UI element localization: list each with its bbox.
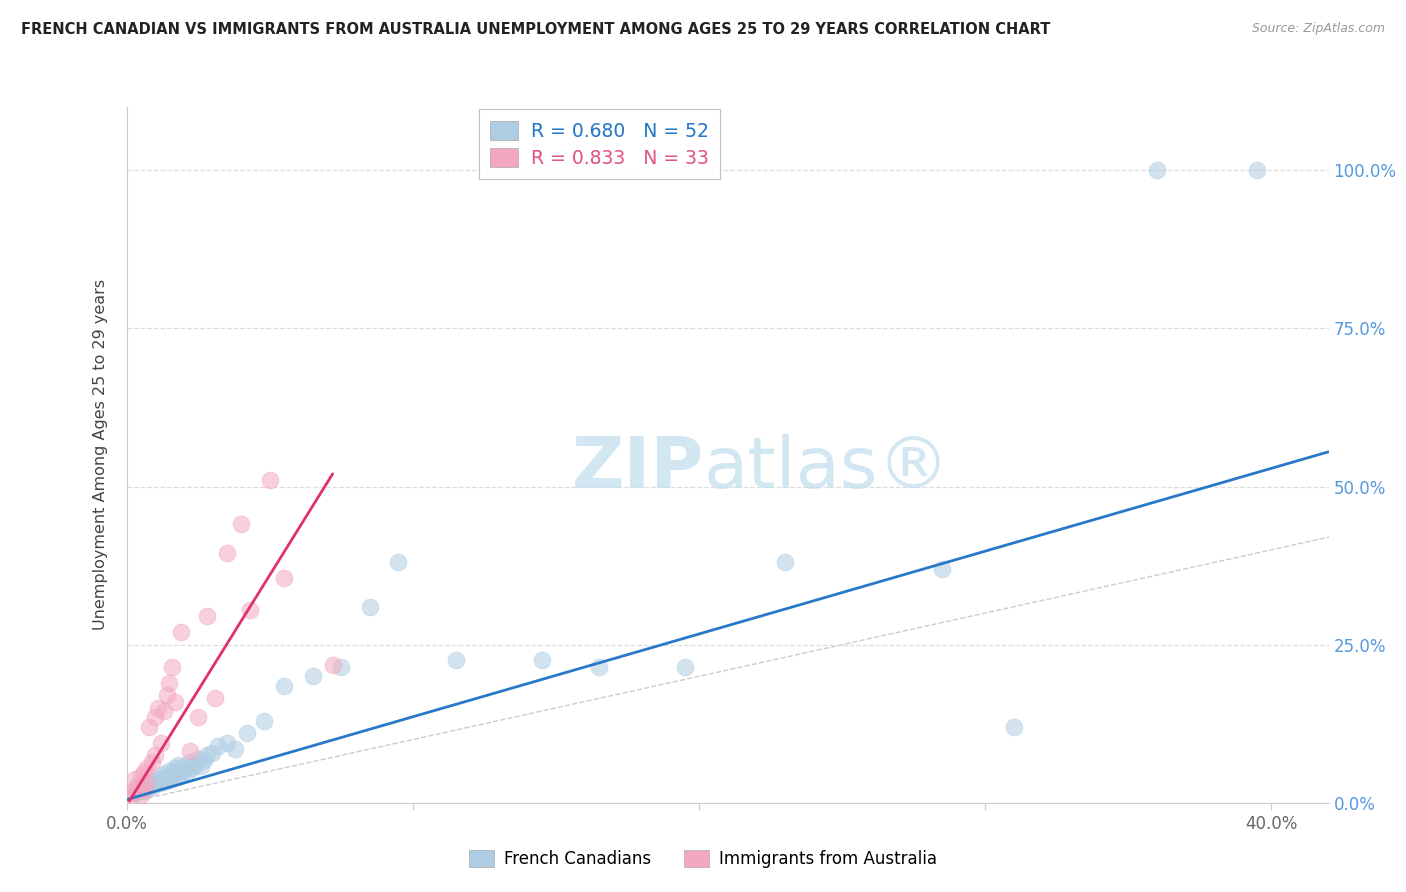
Point: [204, 691, 226, 706]
Point: [162, 772, 184, 786]
Text: ZIP: ZIP: [571, 434, 703, 503]
Point: [146, 772, 169, 786]
Y-axis label: Unemployment Among Ages 25 to 29 years: Unemployment Among Ages 25 to 29 years: [93, 279, 108, 631]
Point: [179, 755, 201, 769]
Point: [170, 767, 193, 781]
Point: [124, 786, 146, 800]
Point: [530, 653, 553, 667]
Point: [173, 763, 195, 777]
Point: [124, 772, 146, 786]
Point: [239, 603, 262, 617]
Point: [132, 784, 155, 798]
Point: [273, 679, 295, 693]
Point: [118, 790, 141, 805]
Point: [181, 761, 204, 775]
Point: [146, 701, 169, 715]
Point: [165, 761, 187, 775]
Point: [235, 726, 259, 740]
Point: [132, 781, 155, 796]
Point: [187, 751, 209, 765]
Point: [207, 739, 229, 753]
Point: [1246, 163, 1268, 178]
Point: [195, 748, 218, 763]
Point: [121, 786, 143, 800]
Point: [359, 599, 381, 614]
Point: [155, 688, 177, 702]
Point: [179, 744, 201, 758]
Point: [135, 775, 157, 789]
Text: FRENCH CANADIAN VS IMMIGRANTS FROM AUSTRALIA UNEMPLOYMENT AMONG AGES 25 TO 29 YE: FRENCH CANADIAN VS IMMIGRANTS FROM AUSTR…: [21, 22, 1050, 37]
Point: [162, 660, 184, 674]
Point: [195, 609, 218, 624]
Point: [201, 747, 224, 761]
Point: [127, 778, 149, 792]
Legend: French Canadians, Immigrants from Australia: French Canadians, Immigrants from Austra…: [463, 843, 943, 875]
Point: [141, 755, 163, 769]
Point: [931, 562, 953, 576]
Point: [149, 775, 172, 789]
Point: [132, 765, 155, 780]
Point: [155, 773, 177, 788]
Point: [387, 556, 409, 570]
Point: [159, 675, 181, 690]
Point: [165, 695, 187, 709]
Point: [673, 660, 696, 674]
Point: [322, 657, 344, 672]
Point: [215, 736, 238, 750]
Point: [124, 781, 146, 796]
Point: [159, 764, 181, 779]
Point: [143, 773, 166, 788]
Point: [1146, 163, 1168, 178]
Point: [138, 720, 160, 734]
Legend: R = 0.680   N = 52, R = 0.833   N = 33: R = 0.680 N = 52, R = 0.833 N = 33: [478, 110, 720, 179]
Point: [129, 780, 152, 794]
Point: [273, 571, 295, 585]
Point: [152, 704, 174, 718]
Point: [138, 778, 160, 792]
Point: [167, 771, 190, 785]
Point: [215, 546, 238, 560]
Point: [224, 742, 246, 756]
Point: [135, 781, 157, 796]
Point: [170, 625, 193, 640]
Point: [129, 769, 152, 783]
Point: [193, 753, 215, 767]
Point: [173, 759, 195, 773]
Point: [229, 517, 252, 532]
Point: [149, 736, 172, 750]
Point: [152, 771, 174, 785]
Point: [143, 748, 166, 763]
Point: [1002, 720, 1025, 734]
Point: [143, 777, 166, 791]
Point: [773, 556, 796, 570]
Point: [135, 761, 157, 775]
Point: [152, 767, 174, 781]
Point: [143, 710, 166, 724]
Point: [176, 765, 198, 780]
Point: [259, 473, 281, 487]
Point: [159, 769, 181, 783]
Point: [167, 757, 190, 772]
Point: [127, 783, 149, 797]
Point: [588, 660, 610, 674]
Point: [141, 780, 163, 794]
Point: [165, 765, 187, 780]
Text: Source: ZipAtlas.com: Source: ZipAtlas.com: [1251, 22, 1385, 36]
Point: [190, 759, 212, 773]
Text: atlas®: atlas®: [703, 434, 950, 503]
Point: [129, 788, 152, 802]
Point: [444, 653, 467, 667]
Point: [253, 714, 276, 728]
Point: [301, 669, 323, 683]
Point: [184, 757, 207, 772]
Point: [187, 710, 209, 724]
Point: [330, 660, 353, 674]
